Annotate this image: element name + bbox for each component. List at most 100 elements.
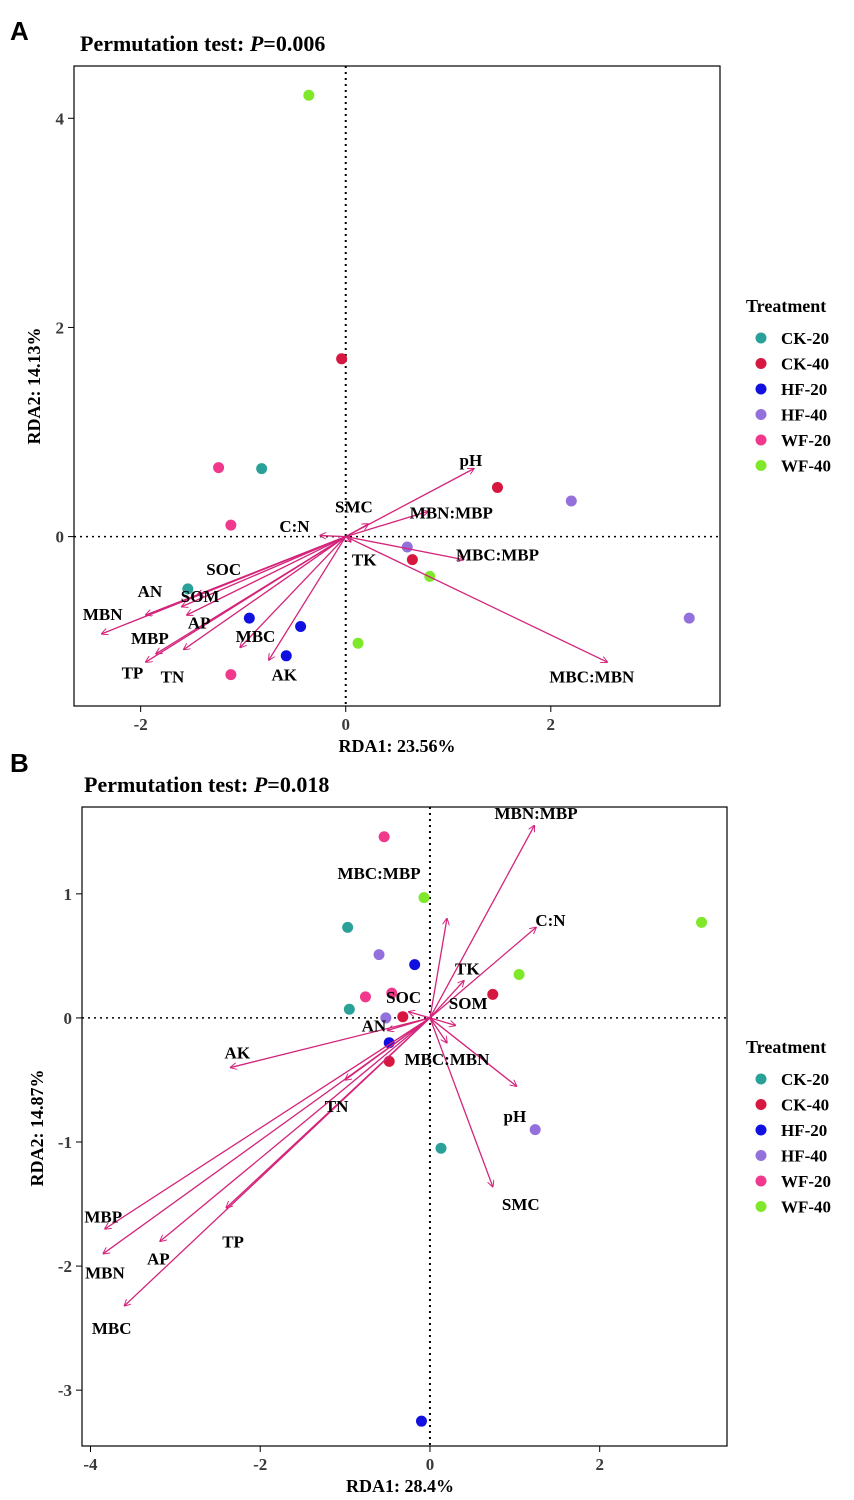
variable-label: MBC:MBN bbox=[549, 668, 635, 687]
sample-point bbox=[359, 991, 371, 1003]
legend-swatch bbox=[755, 1201, 767, 1212]
variable-vector bbox=[429, 1017, 455, 1025]
variable-label: AP bbox=[188, 613, 211, 632]
sample-point bbox=[343, 1003, 355, 1015]
legend-label: WF-40 bbox=[781, 457, 831, 476]
variable-label: AK bbox=[271, 666, 297, 685]
sample-point bbox=[565, 495, 577, 507]
sample-point bbox=[435, 1142, 447, 1154]
variable-vector bbox=[429, 1017, 493, 1187]
variable-label: SMC bbox=[502, 1195, 540, 1214]
sample-point bbox=[415, 1415, 427, 1427]
legend: Treatment CK-20 CK-40 HF-20 HF-40 WF-20 WF-40 bbox=[746, 296, 831, 476]
x-tick-label: 2 bbox=[547, 715, 556, 734]
sample-point bbox=[336, 353, 348, 365]
variable-label: AP bbox=[147, 1250, 170, 1269]
legend-swatch bbox=[755, 358, 767, 369]
sample-point bbox=[487, 988, 499, 1000]
x-tick-label: -4 bbox=[83, 1455, 98, 1474]
variable-label: MBP bbox=[131, 629, 169, 648]
variable-vector bbox=[429, 981, 464, 1019]
sample-point bbox=[406, 554, 418, 566]
legend-label: WF-40 bbox=[781, 1198, 831, 1217]
legend-label: WF-20 bbox=[781, 431, 831, 450]
variable-vector bbox=[105, 1017, 431, 1229]
variable-vector bbox=[345, 511, 428, 538]
legend-title: Treatment bbox=[746, 296, 826, 316]
variable-vector bbox=[429, 826, 534, 1019]
sample-point bbox=[397, 1011, 409, 1023]
legend-label: CK-40 bbox=[781, 1096, 829, 1115]
sample-point bbox=[213, 462, 225, 474]
variable-label: MBN bbox=[85, 1263, 125, 1282]
variable-label: SOM bbox=[449, 994, 488, 1013]
variable-vector bbox=[102, 535, 346, 634]
sample-point bbox=[373, 949, 385, 961]
sample-point bbox=[352, 637, 364, 649]
variable-label: MBP bbox=[84, 1207, 122, 1226]
variable-label: SMC bbox=[335, 497, 373, 516]
variable-label: SOM bbox=[181, 587, 220, 606]
variable-vector bbox=[103, 1017, 431, 1254]
variable-vector bbox=[156, 536, 347, 654]
variable-vector bbox=[184, 536, 347, 650]
legend-title: Treatment bbox=[746, 1037, 826, 1057]
sample-point bbox=[295, 621, 307, 633]
x-tick-label: 0 bbox=[341, 715, 350, 734]
sample-point bbox=[342, 921, 354, 933]
legend: Treatment CK-20 CK-40 HF-20 HF-40 WF-20 WF-40 bbox=[746, 1037, 831, 1217]
variable-vector bbox=[345, 524, 369, 538]
variable-label: TP bbox=[122, 664, 144, 683]
y-tick-label: 2 bbox=[56, 318, 65, 337]
y-tick-label: -2 bbox=[58, 1257, 72, 1276]
legend-label: HF-40 bbox=[781, 1147, 827, 1166]
variable-label: SOC bbox=[386, 988, 421, 1007]
variable-label: pH bbox=[459, 451, 482, 470]
variable-label: MBC:MBN bbox=[404, 1050, 490, 1069]
legend-swatch bbox=[755, 332, 767, 344]
variable-vector bbox=[345, 536, 607, 662]
variable-label: MBC bbox=[92, 1319, 132, 1338]
legend-label: WF-20 bbox=[781, 1172, 831, 1191]
variable-label: MBN:MBP bbox=[410, 504, 493, 523]
chart-title: Permutation test: P=0.018 bbox=[84, 772, 329, 797]
chart-title: Permutation test: P=0.006 bbox=[80, 31, 325, 56]
variable-vector bbox=[124, 1017, 431, 1306]
variable-label: AN bbox=[362, 1016, 387, 1035]
variable-vector bbox=[160, 1017, 431, 1241]
variable-label: MBC:MBP bbox=[337, 864, 420, 883]
variable-vector bbox=[429, 927, 536, 1019]
x-axis-title: RDA1: 28.4% bbox=[346, 1476, 454, 1496]
variable-vector bbox=[429, 1017, 447, 1043]
y-tick-label: -1 bbox=[58, 1133, 72, 1152]
variable-vector bbox=[231, 1017, 431, 1068]
legend-swatch bbox=[755, 460, 767, 471]
variable-vector bbox=[182, 535, 346, 607]
sample-point bbox=[386, 987, 398, 999]
variable-label: MBN bbox=[83, 605, 123, 624]
sample-point bbox=[380, 1012, 392, 1024]
variable-vector bbox=[187, 536, 347, 615]
plot-frame bbox=[73, 65, 721, 707]
variable-vector bbox=[429, 919, 447, 1019]
sample-point bbox=[696, 916, 708, 928]
sample-point bbox=[529, 1124, 541, 1136]
sample-point bbox=[182, 583, 194, 595]
legend-swatch bbox=[755, 1175, 767, 1187]
sample-point bbox=[418, 892, 430, 904]
variable-label: MBC:MBP bbox=[456, 545, 539, 564]
y-tick-label: -3 bbox=[58, 1381, 72, 1400]
sample-point bbox=[303, 89, 315, 101]
panel-a: A Permutation test: P=0.006 RDA1: 23.56%… bbox=[10, 16, 721, 756]
panel-letter: A bbox=[10, 16, 29, 46]
panel-b: B Permutation test: P=0.018 RDA1: 28.4% … bbox=[10, 748, 728, 1496]
plot-frame bbox=[81, 806, 728, 1447]
sample-point bbox=[225, 669, 237, 681]
variable-label: C:N bbox=[279, 517, 310, 536]
variable-vector bbox=[429, 1017, 517, 1086]
panel-letter: B bbox=[10, 748, 29, 778]
variable-label: MBC bbox=[236, 627, 276, 646]
sample-point bbox=[383, 1055, 395, 1067]
y-tick-label: 4 bbox=[56, 109, 65, 128]
